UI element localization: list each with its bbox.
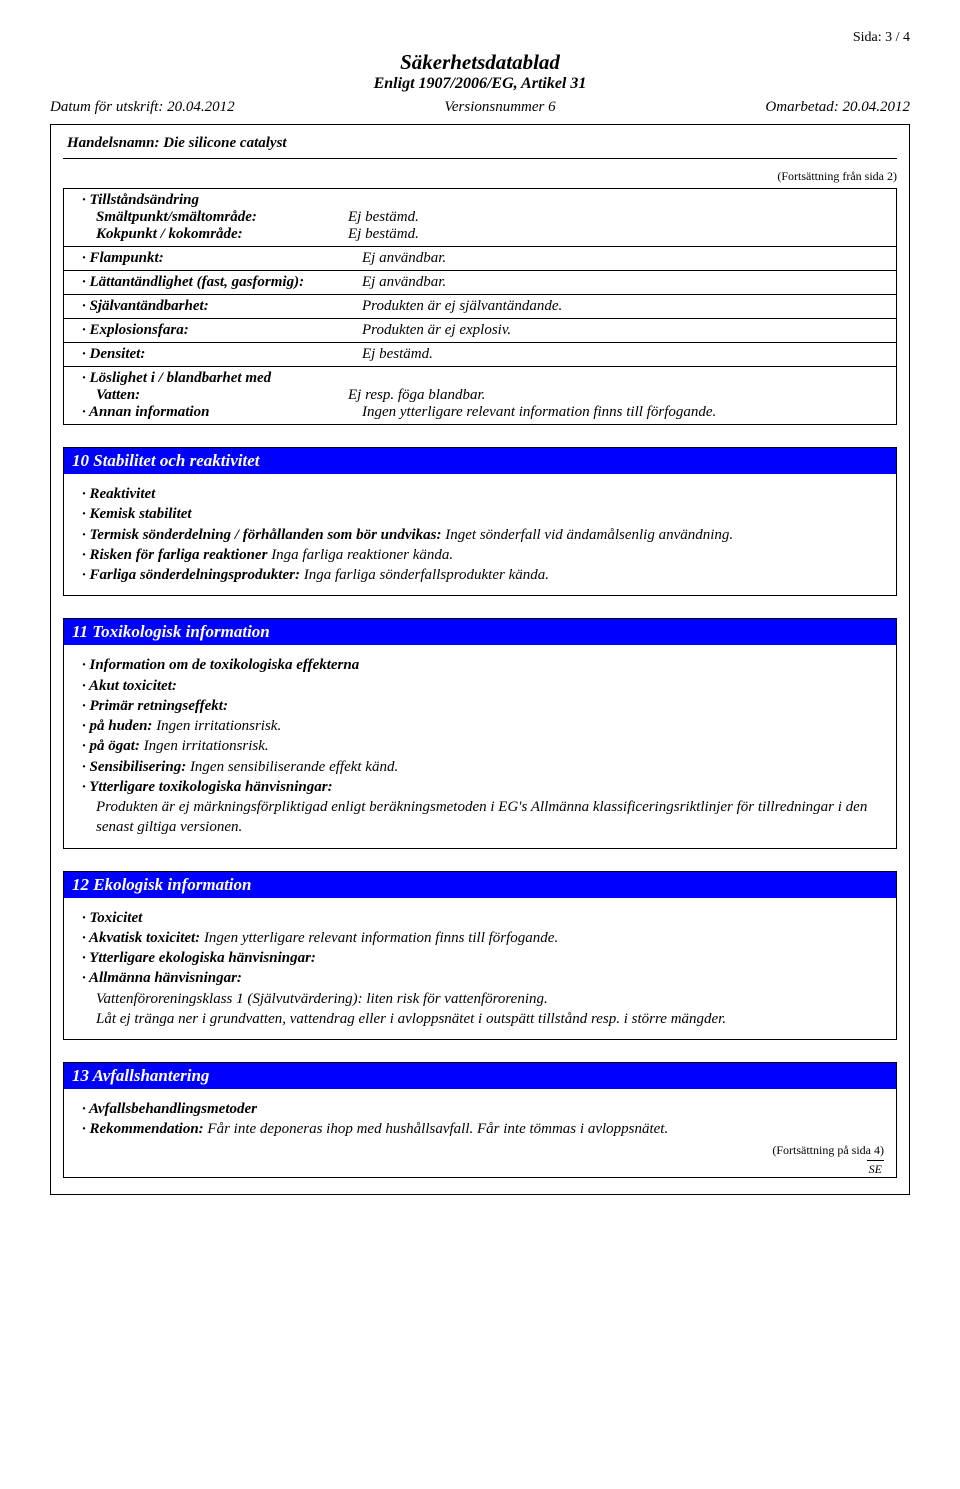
s10-l3b: Inget sönderfall vid ändamålsenlig använ…	[442, 527, 734, 543]
s12-l3: · Ytterligare ekologiska hänvisningar:	[82, 948, 884, 968]
s11-l1: · Information om de toxikologiska effekt…	[82, 655, 884, 675]
page-number: Sida: 3 / 4	[50, 30, 910, 46]
section-11-body: · Information om de toxikologiska effekt…	[64, 645, 896, 847]
section-13-body: · Avfallsbehandlingsmetoder · Rekommenda…	[64, 1089, 896, 1168]
flash-label: · Flampunkt:	[82, 250, 362, 267]
prop-row-flamm: · Lättantändlighet (fast, gasformig): Ej…	[64, 271, 896, 295]
explosion-label: · Explosionsfara:	[82, 322, 362, 339]
other-val: Ingen ytterligare relevant information f…	[362, 404, 888, 421]
prop-row-flash: · Flampunkt: Ej användbar.	[64, 247, 896, 271]
doc-subtitle: Enligt 1907/2006/EG, Artikel 31	[50, 75, 910, 93]
prop-row-state: · Tillståndsändring Smältpunkt/smältområ…	[64, 189, 896, 247]
section-13-header: 13 Avfallshantering	[64, 1063, 896, 1089]
doc-title: Säkerhetsdatablad	[50, 50, 910, 75]
s11-l3: · Primär retningseffekt:	[82, 696, 884, 716]
s11-l6b: Ingen sensibiliserande effekt känd.	[186, 759, 398, 775]
section-10: 10 Stabilitet och reaktivitet · Reaktivi…	[63, 447, 897, 596]
section-11-header: 11 Toxikologisk information	[64, 619, 896, 645]
section-11: 11 Toxikologisk information · Informatio…	[63, 618, 897, 848]
s13-l1: · Avfallsbehandlingsmetoder	[82, 1099, 884, 1119]
melt-val: Ej bestämd.	[348, 209, 888, 226]
s10-l5a: · Farliga sönderdelningsprodukter:	[82, 567, 300, 583]
s11-l6a: · Sensibilisering:	[82, 759, 186, 775]
s12-l2: · Akvatisk toxicitet: Ingen ytterligare …	[82, 928, 884, 948]
s10-l3: · Termisk sönderdelning / förhållanden s…	[82, 525, 884, 545]
s10-l2: · Kemisk stabilitet	[82, 504, 884, 524]
prop-row-density: · Densitet: Ej bestämd.	[64, 343, 896, 367]
s10-l4: · Risken för farliga reaktioner Inga far…	[82, 545, 884, 565]
section-12-body: · Toxicitet · Akvatisk toxicitet: Ingen …	[64, 898, 896, 1040]
solub-label: · Löslighet i / blandbarhet med	[82, 370, 888, 387]
prop-row-selfign: · Självantändbarhet: Produkten är ej sjä…	[64, 295, 896, 319]
prop-row-solub: · Löslighet i / blandbarhet med Vatten: …	[64, 367, 896, 424]
country-code: SE	[867, 1160, 884, 1177]
s12-l2b: Ingen ytterligare relevant information f…	[200, 930, 558, 946]
s10-l5: · Farliga sönderdelningsprodukter: Inga …	[82, 565, 884, 585]
s12-l4: · Allmänna hänvisningar:	[82, 968, 884, 988]
s11-l7: · Ytterligare toxikologiska hänvisningar…	[82, 777, 884, 797]
tradename: Handelsnamn: Die silicone catalyst	[67, 135, 897, 152]
flash-val: Ej användbar.	[362, 250, 888, 267]
s11-l4: · på huden: Ingen irritationsrisk.	[82, 716, 884, 736]
s11-l4a: · på huden:	[82, 718, 152, 734]
s12-l2a: · Akvatisk toxicitet:	[82, 930, 200, 946]
prop-row-explosion: · Explosionsfara: Produkten är ej explos…	[64, 319, 896, 343]
s11-l5b: Ingen irritationsrisk.	[140, 738, 269, 754]
section-12: 12 Ekologisk information · Toxicitet · A…	[63, 871, 897, 1041]
version: Versionsnummer 6	[444, 99, 555, 116]
s13-l2b: Får inte deponeras ihop med hushållsavfa…	[204, 1121, 669, 1137]
s11-l8: Produkten är ej märkningsförpliktigad en…	[82, 797, 884, 838]
content-frame: Handelsnamn: Die silicone catalyst (Fort…	[50, 124, 910, 1195]
properties-table: · Tillståndsändring Smältpunkt/smältområ…	[63, 188, 897, 425]
boil-label: Kokpunkt / kokområde:	[82, 226, 348, 243]
other-label: · Annan information	[82, 404, 362, 421]
s10-l5b: Inga farliga sönderfallsprodukter kända.	[300, 567, 549, 583]
section-10-body: · Reaktivitet · Kemisk stabilitet · Term…	[64, 474, 896, 595]
continuation-to: (Fortsättning på sida 4)	[82, 1142, 884, 1158]
flamm-label: · Lättantändlighet (fast, gasformig):	[82, 274, 362, 291]
s11-l2: · Akut toxicitet:	[82, 676, 884, 696]
density-label: · Densitet:	[82, 346, 362, 363]
s10-l4a: · Risken för farliga reaktioner	[82, 547, 267, 563]
s11-l5: · på ögat: Ingen irritationsrisk.	[82, 736, 884, 756]
s11-l4b: Ingen irritationsrisk.	[152, 718, 281, 734]
section-13: 13 Avfallshantering · Avfallsbehandlings…	[63, 1062, 897, 1178]
selfign-val: Produkten är ej självantändande.	[362, 298, 888, 315]
print-date: Datum för utskrift: 20.04.2012	[50, 99, 235, 116]
water-label: Vatten:	[82, 387, 348, 404]
state-change-label: · Tillståndsändring	[82, 192, 888, 209]
melt-label: Smältpunkt/smältområde:	[82, 209, 348, 226]
water-val: Ej resp. föga blandbar.	[348, 387, 888, 404]
s10-l3a: · Termisk sönderdelning / förhållanden s…	[82, 527, 442, 543]
flamm-val: Ej användbar.	[362, 274, 888, 291]
s12-l1: · Toxicitet	[82, 908, 884, 928]
selfign-label: · Självantändbarhet:	[82, 298, 362, 315]
section-12-header: 12 Ekologisk information	[64, 872, 896, 898]
explosion-val: Produkten är ej explosiv.	[362, 322, 888, 339]
density-val: Ej bestämd.	[362, 346, 888, 363]
s10-l4b: Inga farliga reaktioner kända.	[267, 547, 453, 563]
revised: Omarbetad: 20.04.2012	[765, 99, 910, 116]
s13-l2: · Rekommendation: Får inte deponeras iho…	[82, 1119, 884, 1139]
s13-l2a: · Rekommendation:	[82, 1121, 204, 1137]
boil-val: Ej bestämd.	[348, 226, 888, 243]
s12-l5: Vattenföroreningsklass 1 (Självutvärderi…	[82, 989, 884, 1009]
s11-l6: · Sensibilisering: Ingen sensibiliserand…	[82, 757, 884, 777]
meta-row: Datum för utskrift: 20.04.2012 Versionsn…	[50, 99, 910, 116]
s10-l1: · Reaktivitet	[82, 484, 884, 504]
divider	[63, 158, 897, 159]
s12-l6: Låt ej tränga ner i grundvatten, vattend…	[82, 1009, 884, 1029]
continuation-from: (Fortsättning från sida 2)	[63, 169, 897, 184]
section-10-header: 10 Stabilitet och reaktivitet	[64, 448, 896, 474]
s11-l5a: · på ögat:	[82, 738, 140, 754]
